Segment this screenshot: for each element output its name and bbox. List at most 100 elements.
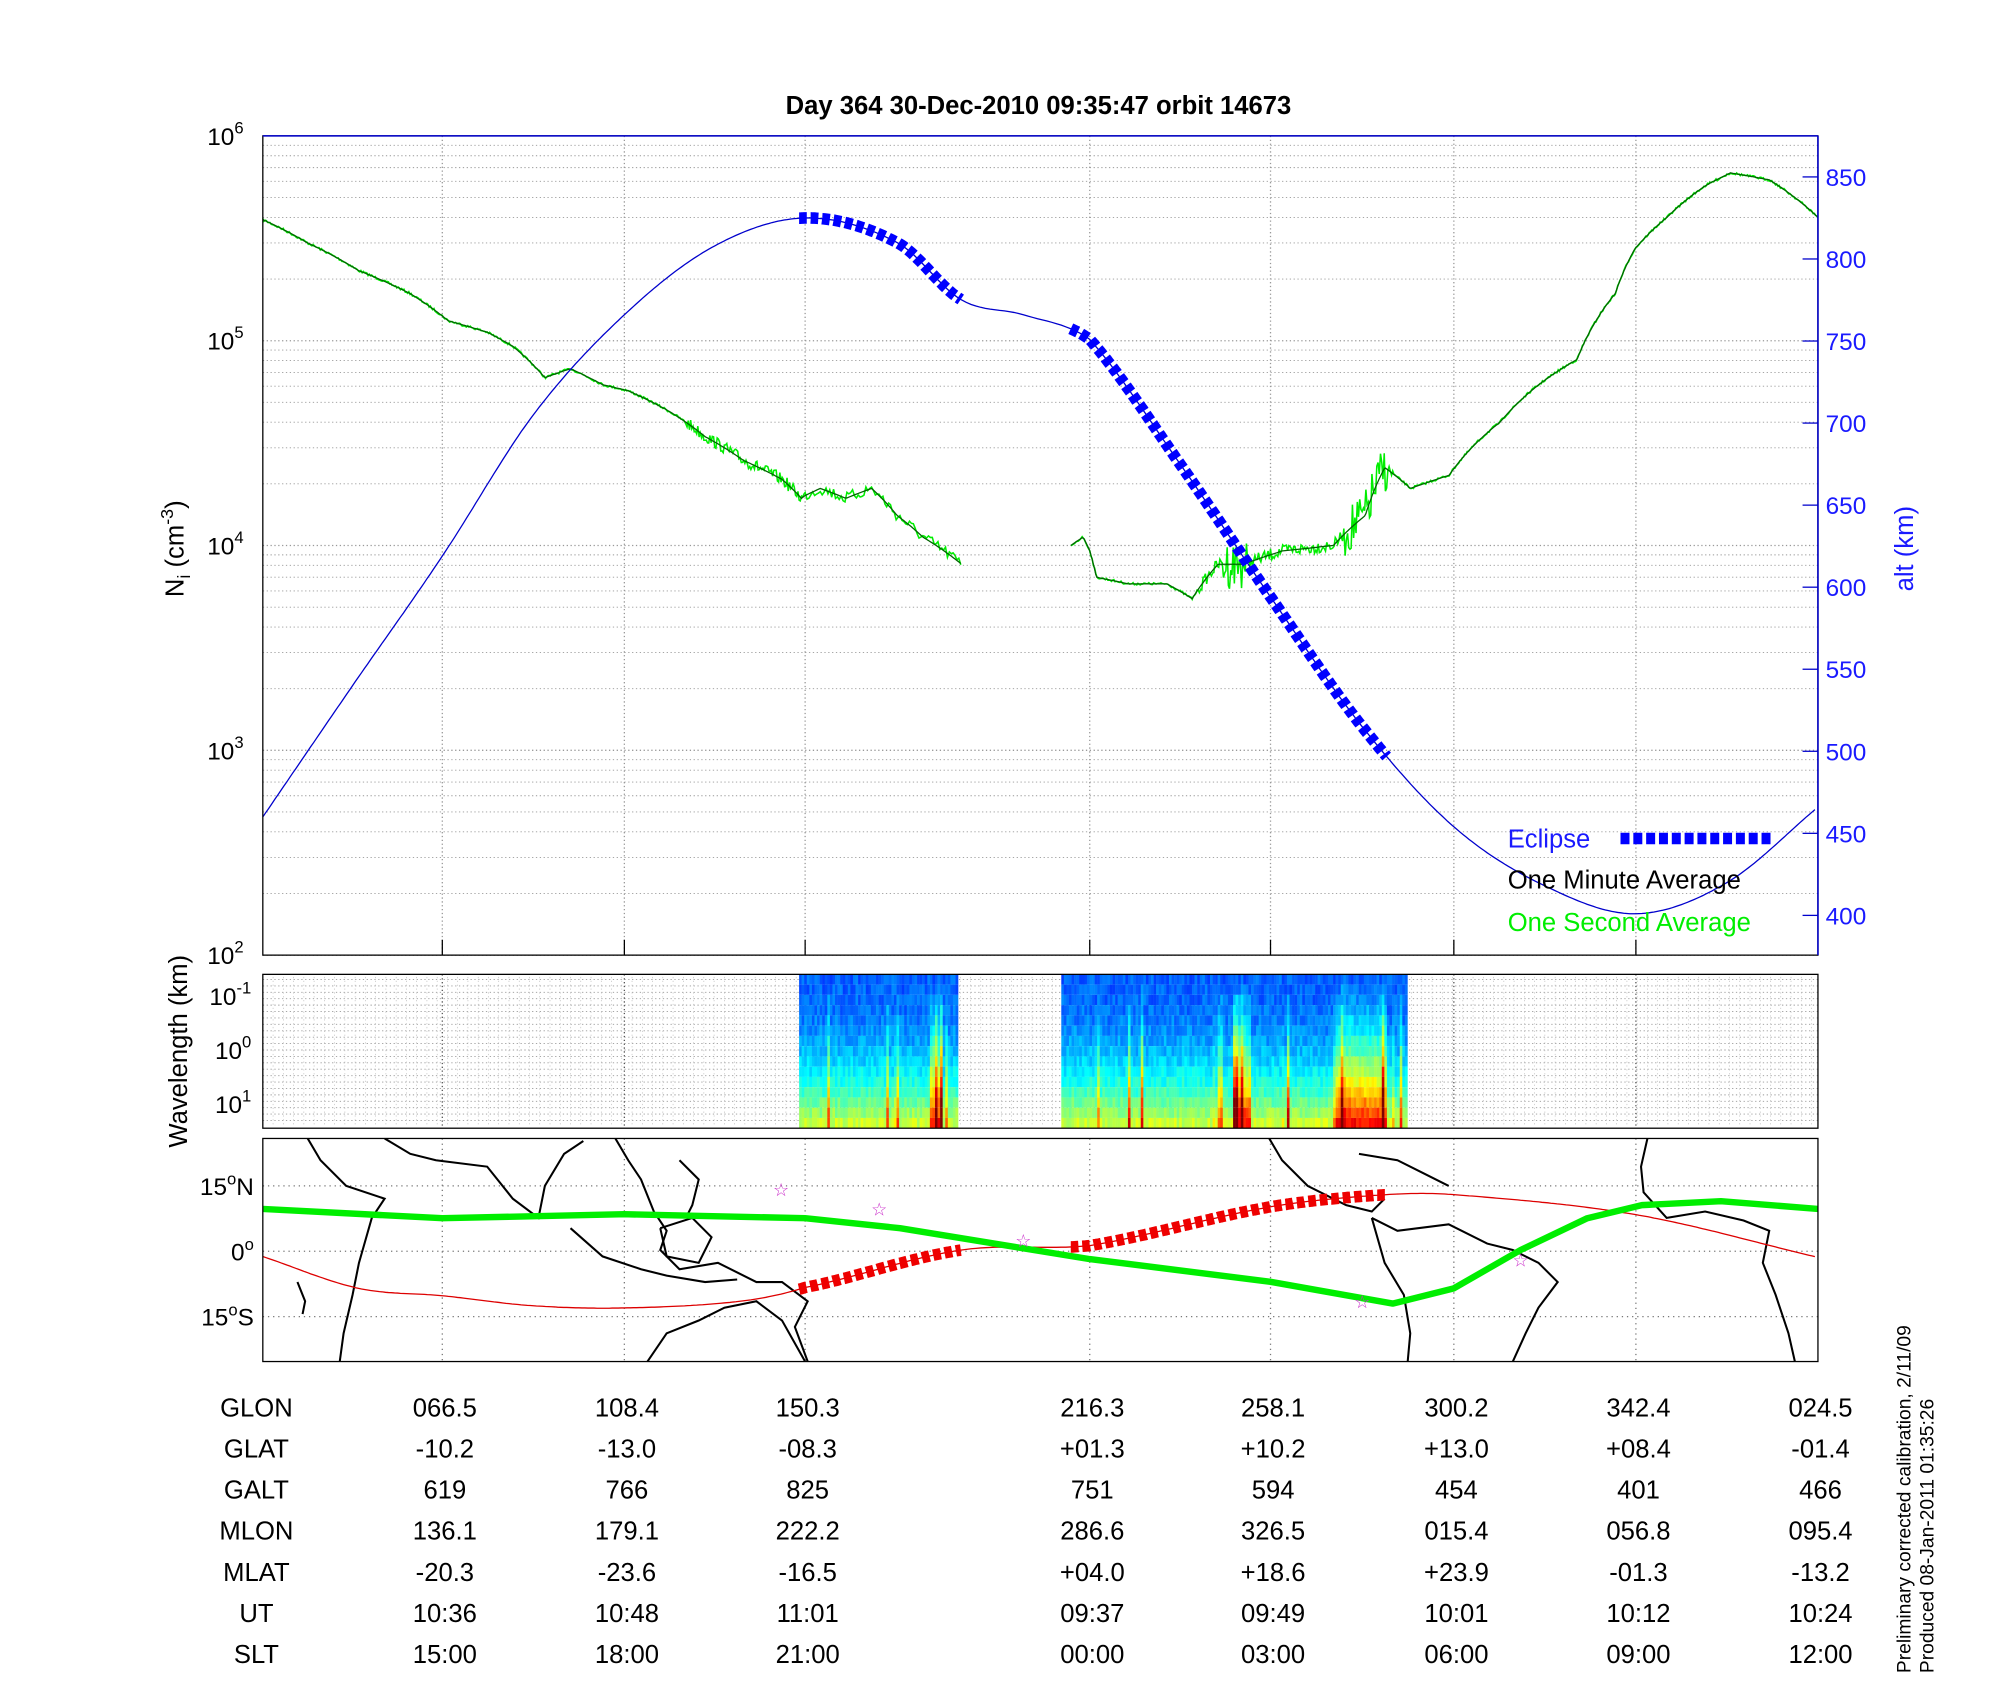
spectrogram-cell: [1310, 1025, 1313, 1036]
spectrogram-cell: [932, 974, 936, 985]
spectrogram-cell: [1268, 1035, 1272, 1047]
spectrogram-cell: [1127, 1117, 1131, 1129]
spectrogram-cell: [1399, 1066, 1403, 1077]
spectrogram-cell: [1138, 1117, 1142, 1129]
spectrogram-cell: [837, 1107, 841, 1118]
spectrogram-cell: [1186, 1005, 1190, 1016]
spectrogram-cell: [868, 1087, 872, 1098]
spectrogram-cell: [932, 1107, 936, 1118]
spectrogram-image: [799, 974, 1408, 1129]
spectrogram-cell: [945, 1035, 949, 1047]
spectrogram-cell: [1327, 1025, 1331, 1036]
spectrogram-cell: [1099, 994, 1103, 1006]
spectrogram-cell: [935, 1046, 938, 1057]
spectrogram-cell: [904, 984, 908, 995]
table-cell: -10.2: [416, 1436, 474, 1464]
spectrogram-cell: [1125, 984, 1129, 995]
spectrogram-cell: [1245, 994, 1249, 1006]
spectrogram-cell: [878, 1097, 882, 1108]
spectrogram-cell: [896, 1097, 900, 1108]
spectrogram-cell: [1330, 1015, 1334, 1026]
spectrogram-cell: [919, 994, 923, 1006]
spectrogram-cell: [1168, 1066, 1172, 1077]
spectrogram-cell: [1327, 984, 1331, 995]
spectrogram-cell: [1297, 1066, 1300, 1077]
spectrogram-cell: [1192, 1035, 1195, 1047]
spectrogram-cell: [870, 1015, 874, 1026]
spectrogram-cell: [1253, 1066, 1257, 1077]
spectrogram-cell: [1112, 1107, 1116, 1118]
spectrogram-cell: [1281, 1056, 1285, 1067]
spectrogram-cell: [1302, 1025, 1306, 1036]
spectrogram-cell: [1189, 1005, 1193, 1016]
spectrogram-cell: [1256, 984, 1259, 995]
spectrogram-cell: [1376, 1005, 1380, 1016]
spectrogram-cell: [1174, 994, 1177, 1006]
spectrogram-cell: [906, 1056, 910, 1067]
spectrogram-cell: [1358, 1107, 1362, 1118]
spectrogram-cell: [850, 1117, 854, 1129]
spectrogram-cell: [906, 994, 910, 1006]
spectrogram-cell: [1133, 1015, 1136, 1026]
spectrogram-cell: [1194, 974, 1198, 985]
spectrogram-cell: [1315, 1066, 1318, 1077]
spectrogram-cell: [1404, 1056, 1408, 1067]
spectrogram-cell: [1233, 994, 1236, 1006]
spectrogram-cell: [1374, 1046, 1377, 1057]
spectrogram-cell: [1366, 1076, 1370, 1088]
spectrogram-cell: [1133, 1066, 1136, 1077]
spectrogram-cell: [1304, 1097, 1308, 1108]
spectrogram-cell: [863, 1087, 867, 1098]
spectrogram-cell: [1115, 1087, 1118, 1098]
spectrogram-cell: [1371, 1107, 1375, 1118]
spectrogram-cell: [1215, 1035, 1218, 1047]
spectrogram-cell: [896, 1076, 900, 1088]
spectrogram-cell: [886, 984, 890, 995]
spectrogram-cell: [860, 1066, 864, 1077]
density-grid: [262, 135, 1818, 956]
spectrogram-cell: [852, 984, 856, 995]
spectrogram-cell: [1381, 1035, 1385, 1047]
spectrogram-cell: [1138, 1056, 1142, 1067]
spectrogram-cell: [1143, 1117, 1147, 1129]
spectrogram-cell: [1143, 1046, 1147, 1057]
spectrogram-cell: [868, 1015, 872, 1026]
spectrogram-cell: [1320, 1015, 1324, 1026]
spectrogram-cell: [1363, 1015, 1367, 1026]
spectrogram-cell: [1197, 1025, 1200, 1036]
spectrogram-cell: [1084, 1035, 1088, 1047]
spectrogram-cell: [1163, 1076, 1167, 1088]
spectrogram-cell: [1240, 1066, 1244, 1077]
spectrogram-cell: [873, 1025, 877, 1036]
spectrogram-cell: [1104, 1035, 1108, 1047]
spectrogram-cell: [1122, 1076, 1126, 1088]
spectrogram-cell: [927, 1117, 931, 1129]
spectrogram-cell: [860, 1087, 864, 1098]
spectrogram-cell: [1253, 1015, 1257, 1026]
spectrogram-cell: [876, 1076, 879, 1088]
spectrogram-cell: [1376, 1056, 1380, 1067]
spectrogram-cell: [891, 1117, 895, 1129]
spectrogram-cell: [922, 1117, 925, 1129]
spectrogram-cell: [1320, 1117, 1324, 1129]
spectrogram-cell: [1215, 1097, 1218, 1108]
spectrogram-cell: [1251, 1107, 1254, 1118]
spectrogram-cell: [1174, 1107, 1177, 1118]
spectrogram-cell: [1389, 1005, 1393, 1016]
spectrogram-cell: [904, 1107, 908, 1118]
spectrogram-cell: [1210, 1107, 1213, 1118]
spectrogram-cell: [899, 1025, 902, 1036]
table-cell: 10:36: [413, 1600, 477, 1628]
spectrogram-cell: [814, 1035, 818, 1047]
spectrogram-cell: [799, 1025, 802, 1036]
spectrogram-cell: [1140, 1015, 1144, 1026]
spectrogram-cell: [1353, 1035, 1357, 1047]
spectrogram-cell: [1356, 1025, 1359, 1036]
spectrogram-cell: [1212, 1087, 1216, 1098]
table-row-label: GALT: [224, 1477, 289, 1505]
spectrogram-cell: [1274, 1097, 1277, 1108]
spectrogram-cell: [1092, 1056, 1095, 1067]
spectrogram-cell: [878, 994, 882, 1006]
spectrogram-cell: [1130, 1117, 1134, 1129]
spectrogram-cell: [837, 1046, 841, 1057]
